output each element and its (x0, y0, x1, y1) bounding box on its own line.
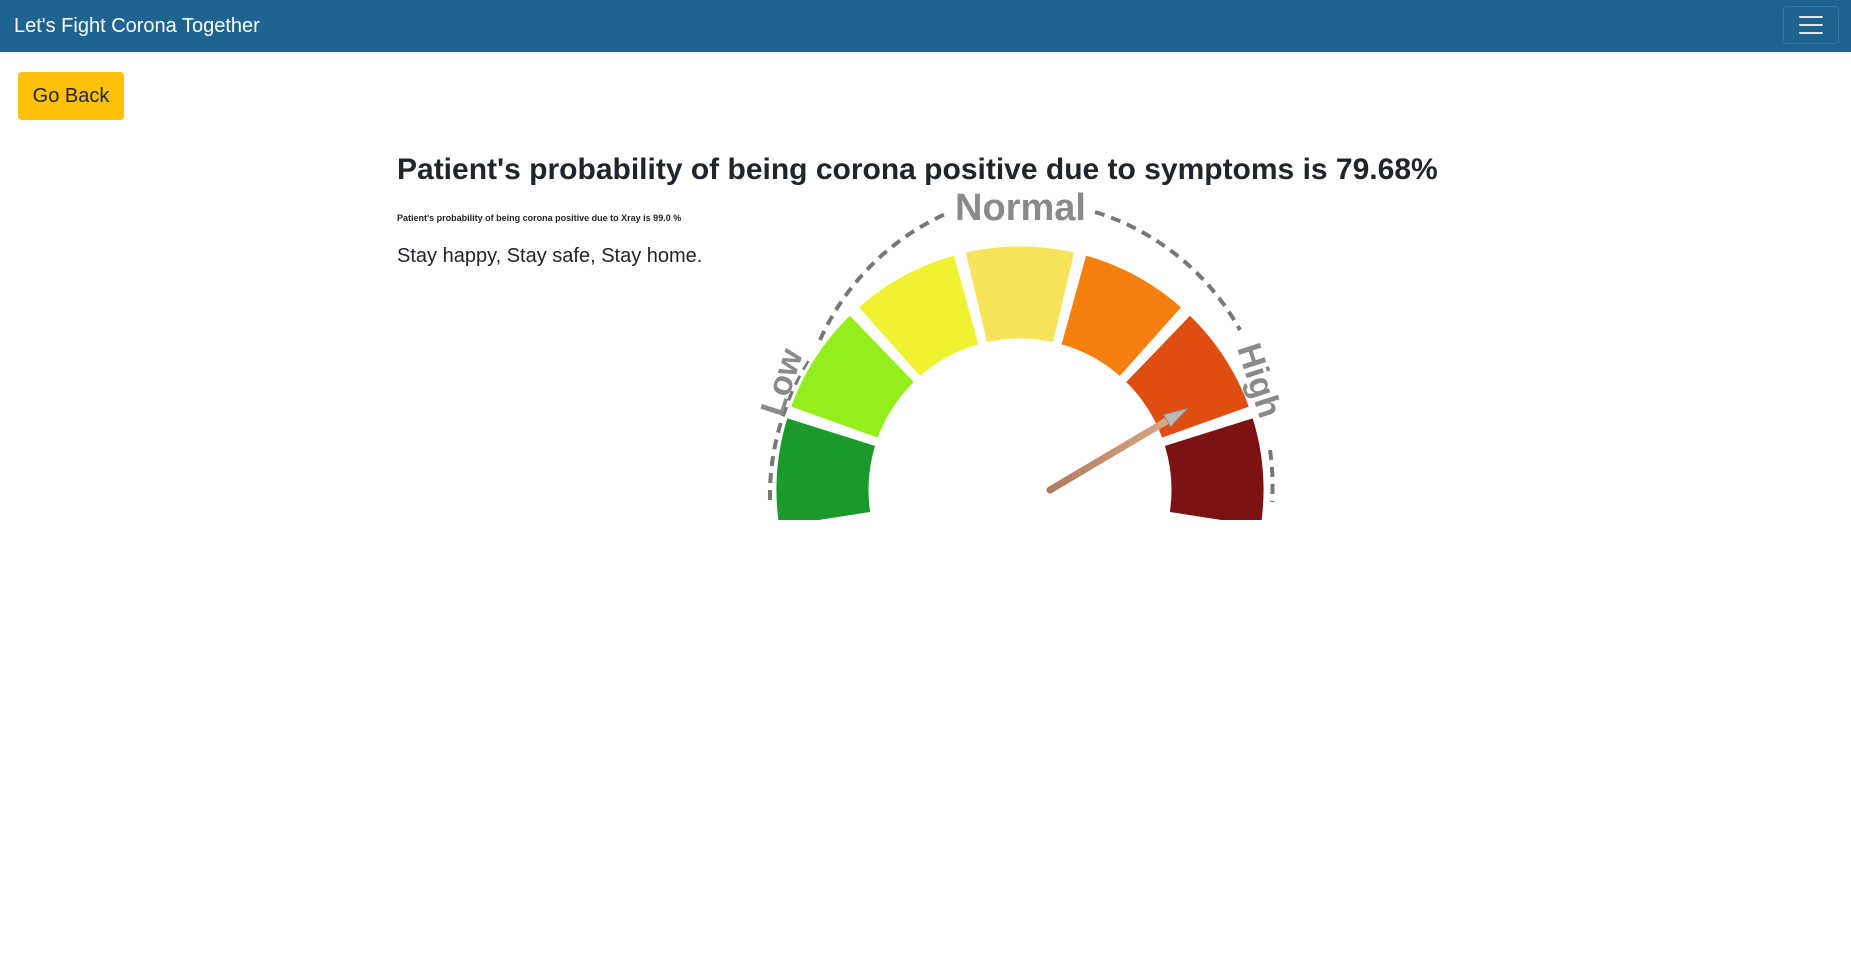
navbar: Let's Fight Corona Together (0, 0, 1851, 52)
gauge-outer-dash-top (818, 210, 951, 341)
xray-probability-text: Patient's probability of being corona po… (397, 213, 682, 223)
gauge-needle-shaft (1046, 417, 1171, 494)
gauge-segment (773, 414, 879, 520)
gauge-segment (1058, 252, 1185, 380)
motto-text: Stay happy, Stay safe, Stay home. (397, 245, 703, 267)
go-back-button[interactable]: Go Back (18, 72, 124, 120)
probability-gauge: Low Normal High (753, 190, 1289, 520)
gauge-segment (962, 243, 1078, 346)
gauge-segment (787, 312, 918, 442)
gauge-segment (1161, 414, 1267, 520)
gauge-outer-dash-right (1268, 449, 1275, 503)
hamburger-icon[interactable] (1783, 6, 1839, 44)
gauge-needle-tip (1162, 407, 1190, 428)
navbar-brand[interactable]: Let's Fight Corona Together (14, 15, 260, 37)
hamburger-line (1799, 32, 1823, 34)
gauge-label-normal: Normal (955, 190, 1086, 229)
gauge-segment (1122, 312, 1253, 442)
symptoms-probability-heading: Patient's probability of being corona po… (397, 153, 1438, 186)
hamburger-line (1799, 24, 1823, 26)
gauge-outer-dash-top-right (1094, 210, 1242, 331)
gauge-needle (1046, 407, 1190, 494)
gauge-outer-dash-left (767, 358, 812, 501)
gauge-segments (773, 243, 1267, 520)
hamburger-line (1799, 16, 1823, 18)
result-content: Patient's probability of being corona po… (397, 150, 1457, 189)
gauge-segment (855, 252, 982, 380)
